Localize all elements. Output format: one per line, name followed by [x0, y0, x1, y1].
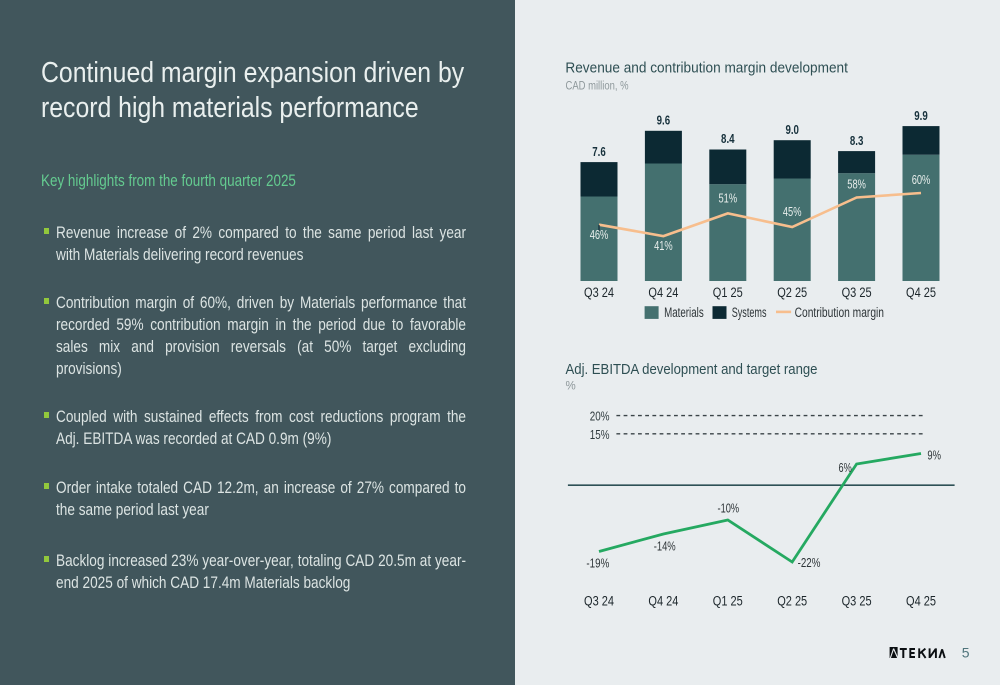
svg-text:Systems: Systems: [732, 305, 767, 320]
svg-text:Q4 24: Q4 24: [648, 285, 678, 300]
svg-text:46%: 46%: [590, 228, 609, 242]
svg-text:Q1 25: Q1 25: [713, 594, 743, 609]
svg-text:Adj. EBITDA development and ta: Adj. EBITDA development and target range: [566, 362, 818, 378]
svg-text:Q4 24: Q4 24: [648, 594, 678, 609]
svg-text:-19%: -19%: [586, 556, 609, 571]
svg-text:9.6: 9.6: [657, 113, 671, 128]
svg-text:45%: 45%: [783, 205, 802, 219]
svg-text:Q3 24: Q3 24: [584, 285, 614, 300]
svg-text:Q4 25: Q4 25: [906, 594, 936, 609]
svg-text:Materials: Materials: [664, 305, 704, 320]
svg-text:41%: 41%: [654, 239, 673, 253]
svg-text:20%: 20%: [590, 409, 610, 423]
svg-text:60%: 60%: [912, 173, 931, 187]
svg-text:9.9: 9.9: [914, 108, 928, 123]
svg-text:8.4: 8.4: [721, 131, 735, 146]
svg-text:51%: 51%: [719, 192, 738, 206]
svg-text:Revenue and contribution margi: Revenue and contribution margin developm…: [565, 60, 848, 76]
svg-text:9.0: 9.0: [785, 122, 799, 137]
svg-text:-22%: -22%: [798, 555, 821, 570]
svg-text:8.3: 8.3: [850, 133, 864, 148]
svg-text:58%: 58%: [847, 178, 866, 192]
svg-text:CAD million, %: CAD million, %: [566, 80, 629, 92]
svg-text:Q2 25: Q2 25: [777, 594, 807, 609]
svg-text:Contribution margin: Contribution margin: [795, 305, 884, 320]
svg-text:9%: 9%: [927, 448, 941, 463]
svg-text:5: 5: [962, 644, 970, 660]
svg-text:Q4 25: Q4 25: [906, 285, 936, 300]
svg-text:6%: 6%: [839, 460, 852, 475]
svg-text:15%: 15%: [590, 428, 610, 442]
svg-text:Q1 25: Q1 25: [713, 285, 743, 300]
svg-text:7.6: 7.6: [592, 144, 606, 159]
svg-text:Q3 25: Q3 25: [842, 594, 872, 609]
svg-text:Q3 25: Q3 25: [842, 285, 872, 300]
svg-text:-14%: -14%: [654, 539, 676, 554]
svg-text:Q2 25: Q2 25: [777, 285, 807, 300]
svg-text:-10%: -10%: [718, 500, 740, 515]
svg-text:%: %: [566, 380, 576, 392]
svg-text:Q3 24: Q3 24: [584, 594, 614, 609]
